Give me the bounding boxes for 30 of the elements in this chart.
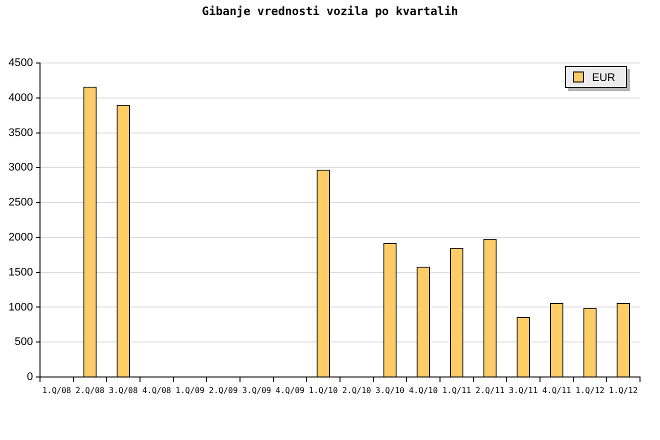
x-tick-label: 1.Q/10 [308,386,338,395]
y-tick-label: 3500 [8,126,33,139]
y-tick-label: 4000 [8,92,33,104]
x-tick-label: 3.Q/11 [508,386,538,395]
y-tick-label: 0 [26,371,33,384]
x-tick-label: 2.Q/10 [342,386,372,395]
chart-title: Gibanje vrednosti vozila po kvartalih [202,4,458,18]
x-tick-label: 1.Q/12 [608,386,638,395]
y-tick-label: 3000 [8,162,33,174]
y-tick-label: 500 [14,336,33,348]
y-tick-label: 2500 [8,196,33,209]
x-tick-label: 2.Q/09 [208,386,238,395]
y-tick-label: 4500 [8,57,33,70]
x-tick-label: 2.Q/08 [76,386,105,395]
x-tick-label: 4.Q/08 [142,386,172,395]
x-tick-label: 1.Q/12 [576,386,605,395]
x-tick-label: 4.Q/11 [542,386,572,395]
x-tick-label: 4.Q/10 [408,386,438,395]
x-tick-label: 1.Q/08 [42,386,72,395]
y-tick-label: 1500 [8,266,33,278]
x-tick-label: 1.Q/11 [442,386,472,395]
x-tick-label: 1.Q/09 [176,386,205,395]
y-tick-label: 1000 [8,301,33,314]
x-tick-label: 2.Q/11 [476,386,505,395]
x-tick-label: 3.Q/09 [242,386,272,395]
legend-label: EUR [592,72,616,84]
y-tick-label: 2000 [8,231,33,244]
x-tick-label: 4.Q/09 [276,386,305,395]
x-tick-label: 3.Q/08 [108,386,138,395]
x-tick-label: 3.Q/10 [376,386,405,395]
